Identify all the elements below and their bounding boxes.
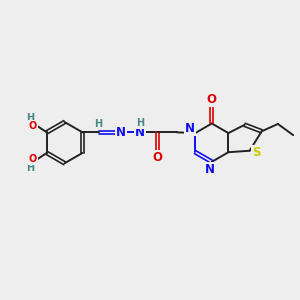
Text: N: N (206, 163, 215, 176)
Text: H: H (94, 119, 103, 129)
Text: H: H (26, 163, 34, 173)
Text: H: H (136, 118, 144, 128)
Text: O: O (28, 121, 37, 131)
Text: N: N (185, 122, 195, 135)
Text: S: S (252, 146, 260, 159)
Text: O: O (207, 93, 217, 106)
Text: O: O (152, 151, 163, 164)
Text: H: H (26, 112, 34, 123)
Text: N: N (135, 126, 145, 139)
Text: O: O (28, 154, 37, 164)
Text: N: N (116, 126, 126, 139)
